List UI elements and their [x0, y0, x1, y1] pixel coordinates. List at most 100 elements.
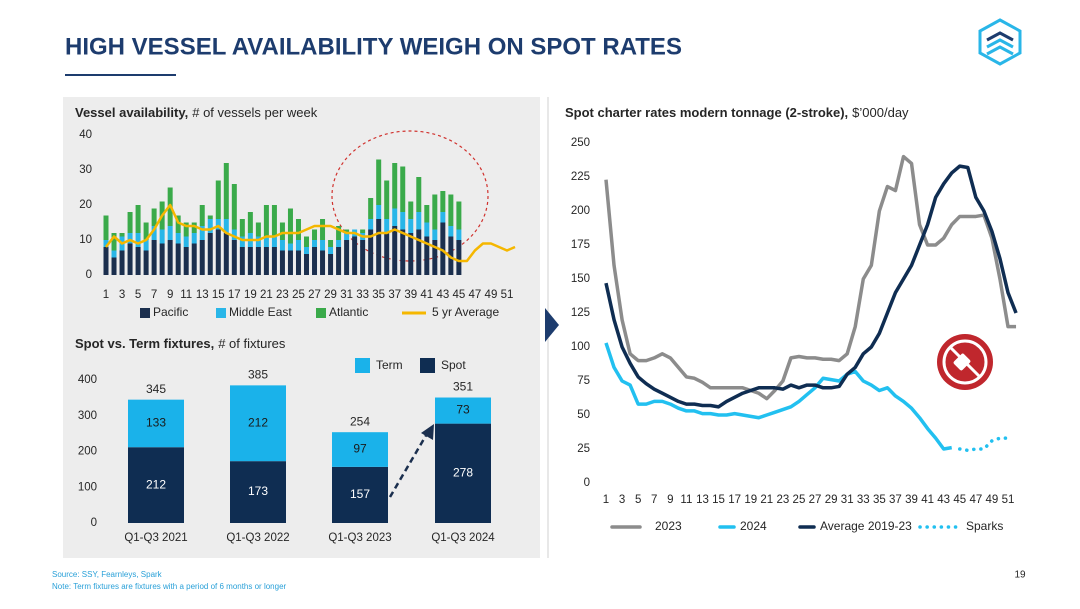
bar-segment — [223, 163, 229, 219]
x-tick-label: 7 — [651, 494, 657, 506]
x-tick-label: 51 — [1002, 494, 1015, 506]
bar-segment — [456, 229, 462, 240]
x-tick-label: 51 — [501, 289, 514, 301]
line-series — [604, 164, 1018, 409]
icon-plug — [953, 353, 971, 371]
x-tick-label: 29 — [324, 289, 337, 301]
x-tick-label: 33 — [857, 494, 870, 506]
bar-segment — [159, 229, 165, 244]
bar-segment — [135, 205, 141, 233]
y-tick-label: 30 — [79, 164, 92, 176]
bar-segment — [376, 205, 382, 219]
bar-segment — [424, 205, 430, 223]
x-tick-label: 45 — [953, 494, 966, 506]
y-tick-label: 125 — [571, 307, 590, 319]
y-tick-label: 225 — [571, 171, 590, 183]
x-tick-label: 25 — [292, 289, 305, 301]
bar-segment — [199, 240, 205, 275]
bar-segment — [400, 229, 406, 275]
bar-segment — [183, 222, 189, 237]
bar-segment — [416, 212, 422, 230]
bar-segment — [175, 215, 181, 233]
bar-segment — [332, 432, 388, 467]
legend-swatch — [316, 308, 326, 318]
bar-segment — [287, 250, 293, 275]
bar-segment — [376, 219, 382, 275]
legend-label: 2023 — [655, 519, 682, 533]
bar-segment — [183, 236, 189, 247]
total-label: 351 — [453, 380, 473, 394]
legend-swatch — [420, 358, 435, 373]
line-series — [604, 342, 953, 451]
bar-segment — [400, 166, 406, 212]
bar-segment — [191, 233, 197, 244]
bar-segment — [271, 205, 277, 237]
bar-segment — [328, 240, 334, 247]
bar-segment — [128, 447, 184, 523]
bar-segment — [295, 240, 301, 251]
bar-segment — [448, 236, 454, 275]
bar-segment — [215, 219, 221, 230]
bar-segment — [336, 240, 342, 247]
bar-segment — [103, 215, 109, 240]
legend-label: Atlantic — [329, 305, 368, 319]
bar-segment — [223, 233, 229, 275]
bar-segment — [392, 163, 398, 209]
bar-segment — [360, 229, 366, 233]
x-tick-label: 37 — [889, 494, 902, 506]
bar-segment — [312, 229, 318, 240]
bar-segment — [336, 247, 342, 275]
bar-segment — [143, 240, 149, 251]
bar-segment — [231, 229, 237, 240]
x-tick-label: 33 — [356, 289, 369, 301]
x-tick-label: 5 — [135, 289, 141, 301]
x-tick-label: 3 — [119, 289, 125, 301]
line-series — [105, 203, 516, 263]
bar-segment — [191, 243, 197, 275]
bar-segment — [191, 222, 197, 233]
bar-segment — [111, 233, 117, 251]
bar-segment — [416, 229, 422, 275]
bar-segment — [239, 219, 245, 237]
bar-segment — [271, 236, 277, 247]
bar-segment — [167, 240, 173, 275]
y-tick-label: 0 — [584, 477, 590, 489]
x-tick-label: 25 — [793, 494, 806, 506]
icon-ring — [942, 339, 988, 385]
bar-segment — [255, 236, 261, 247]
legend-label: Spot — [441, 358, 466, 372]
bar-segment — [440, 191, 446, 212]
bar-segment — [384, 233, 390, 275]
bar-segment — [215, 180, 221, 219]
bar-segment — [143, 250, 149, 275]
bar-segment — [352, 236, 358, 275]
bar-segment — [167, 226, 173, 240]
bar-segment — [328, 254, 334, 275]
bar-segment — [344, 233, 350, 240]
logo-hex — [978, 18, 1022, 66]
data-label: 212 — [146, 477, 166, 491]
bar-segment — [368, 198, 374, 219]
bar-segment — [207, 215, 213, 219]
bar-segment — [448, 194, 454, 226]
bar-segment — [332, 466, 388, 523]
x-tick-label: 31 — [841, 494, 854, 506]
x-tick-label: Q1-Q3 2021 — [124, 532, 187, 544]
x-tick-label: Q1-Q3 2022 — [226, 532, 289, 544]
logo-stroke — [986, 38, 1014, 49]
y-tick-label: 200 — [78, 446, 97, 458]
x-tick-label: 39 — [905, 494, 918, 506]
bar-segment — [312, 240, 318, 247]
bar-segment — [175, 243, 181, 275]
bar-segment — [287, 243, 293, 251]
x-tick-label: 1 — [103, 289, 109, 301]
bar-segment — [279, 240, 285, 251]
bar-segment — [143, 222, 149, 240]
bar-segment — [183, 247, 189, 275]
highlight-ellipse — [331, 130, 489, 262]
bar-segment — [135, 247, 141, 275]
chart-unit: # of vessels per week — [192, 105, 318, 120]
bar-segment — [239, 247, 245, 275]
bar-segment — [199, 205, 205, 226]
